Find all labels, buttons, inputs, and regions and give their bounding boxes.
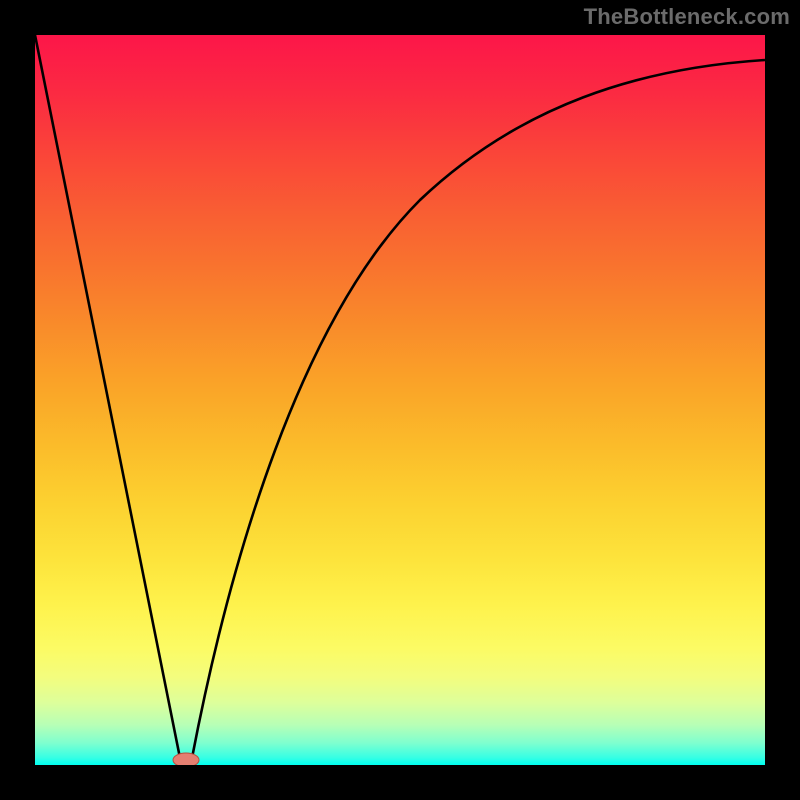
- border-left: [0, 0, 35, 800]
- watermark: TheBottleneck.com: [584, 4, 790, 30]
- plot-background: [35, 35, 765, 765]
- chart-container: { "watermark": { "text": "TheBottleneck.…: [0, 0, 800, 800]
- vertex-marker: [173, 753, 199, 767]
- border-right: [765, 0, 800, 800]
- bottleneck-chart: [0, 0, 800, 800]
- border-bottom: [0, 765, 800, 800]
